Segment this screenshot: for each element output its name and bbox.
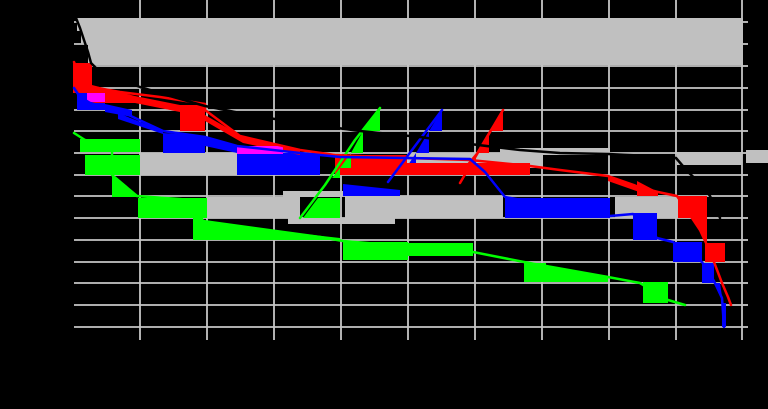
gray-bar-5 <box>677 152 742 165</box>
gray-bar-7 <box>283 191 343 197</box>
green-fill-8 <box>343 242 408 260</box>
red-fill-13 <box>705 243 725 262</box>
red-fill-4 <box>180 105 205 131</box>
red-fill-7 <box>335 155 407 175</box>
green-fill-10 <box>524 263 546 282</box>
black-curve <box>74 16 722 220</box>
gray-right-outside-block <box>746 150 768 163</box>
gray-bar-8 <box>345 196 503 218</box>
red-spike-tooth-2 <box>476 131 489 153</box>
blue-fill-7 <box>237 153 320 175</box>
blue-spike-tooth-2 <box>416 131 429 153</box>
blue-spike <box>386 108 444 184</box>
blue-fill-8 <box>343 184 400 196</box>
blue-curve <box>72 86 726 329</box>
green-spike-tooth-2 <box>351 131 363 153</box>
green-spike <box>298 106 382 220</box>
gray-strip <box>288 218 395 224</box>
gray-bar-1 <box>140 153 237 175</box>
red-fill-3 <box>135 96 180 112</box>
blue-fill-4 <box>118 113 163 134</box>
red-fill-5 <box>205 115 243 143</box>
magenta-overlap-1 <box>87 93 105 102</box>
blue-fill-5 <box>163 133 205 153</box>
gray-bar-6 <box>207 197 300 218</box>
green-fill-5 <box>303 198 340 218</box>
blue-fill-6 <box>205 138 237 153</box>
green-spike-tooth-4 <box>332 168 340 178</box>
green-fill-4 <box>138 198 207 218</box>
gray-bar-9 <box>615 197 678 218</box>
red-curve <box>72 60 733 307</box>
red-fill-11 <box>678 196 707 218</box>
green-fill-6 <box>193 218 203 240</box>
green-curve <box>72 131 687 307</box>
gray-top-bar <box>77 18 743 65</box>
